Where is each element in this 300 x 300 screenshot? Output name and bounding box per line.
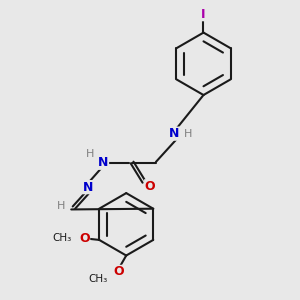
Text: N: N: [98, 156, 109, 169]
Text: CH₃: CH₃: [88, 274, 108, 284]
Text: H: H: [57, 202, 65, 212]
Text: CH₃: CH₃: [52, 233, 72, 243]
Text: N: N: [169, 127, 180, 140]
Text: H: H: [184, 129, 192, 139]
Text: O: O: [79, 232, 90, 245]
Text: O: O: [113, 266, 124, 278]
Text: N: N: [82, 181, 93, 194]
Text: H: H: [85, 149, 94, 160]
Text: O: O: [145, 180, 155, 193]
Text: I: I: [201, 8, 206, 21]
